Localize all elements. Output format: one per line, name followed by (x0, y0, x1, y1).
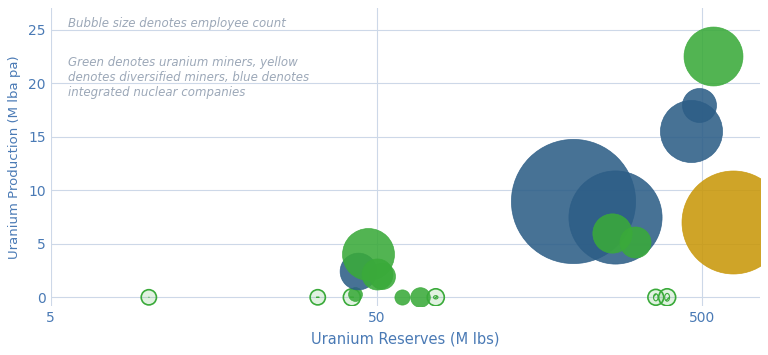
Point (362, 252, 374, 257)
Point (376, 273, 389, 279)
Text: Green denotes uranium miners, yellow
denotes diversified miners, blue denotes
in: Green denotes uranium miners, yellow den… (68, 56, 310, 99)
Point (650, 294, 662, 300)
Point (628, 239, 641, 245)
Point (143, 294, 155, 300)
Point (429, 294, 442, 300)
Point (727, 219, 739, 225)
Point (694, 102, 706, 108)
Point (370, 271, 382, 277)
Point (707, 54, 720, 59)
Point (349, 291, 361, 297)
Point (661, 294, 674, 300)
Point (684, 129, 697, 134)
X-axis label: Uranium Reserves (M lbs): Uranium Reserves (M lbs) (311, 332, 499, 347)
Point (650, 294, 662, 300)
Point (396, 294, 409, 300)
Point (567, 198, 579, 204)
Point (429, 294, 442, 300)
Point (353, 268, 365, 273)
Y-axis label: Uranium Production (M lba pa): Uranium Production (M lba pa) (8, 55, 22, 259)
Point (346, 294, 358, 300)
Text: Bubble size denotes employee count: Bubble size denotes employee count (68, 17, 286, 30)
Point (606, 230, 618, 236)
Point (312, 294, 324, 300)
Point (609, 214, 621, 220)
Point (661, 294, 674, 300)
Point (143, 294, 155, 300)
Point (346, 294, 358, 300)
Point (414, 294, 426, 300)
Point (312, 294, 324, 300)
